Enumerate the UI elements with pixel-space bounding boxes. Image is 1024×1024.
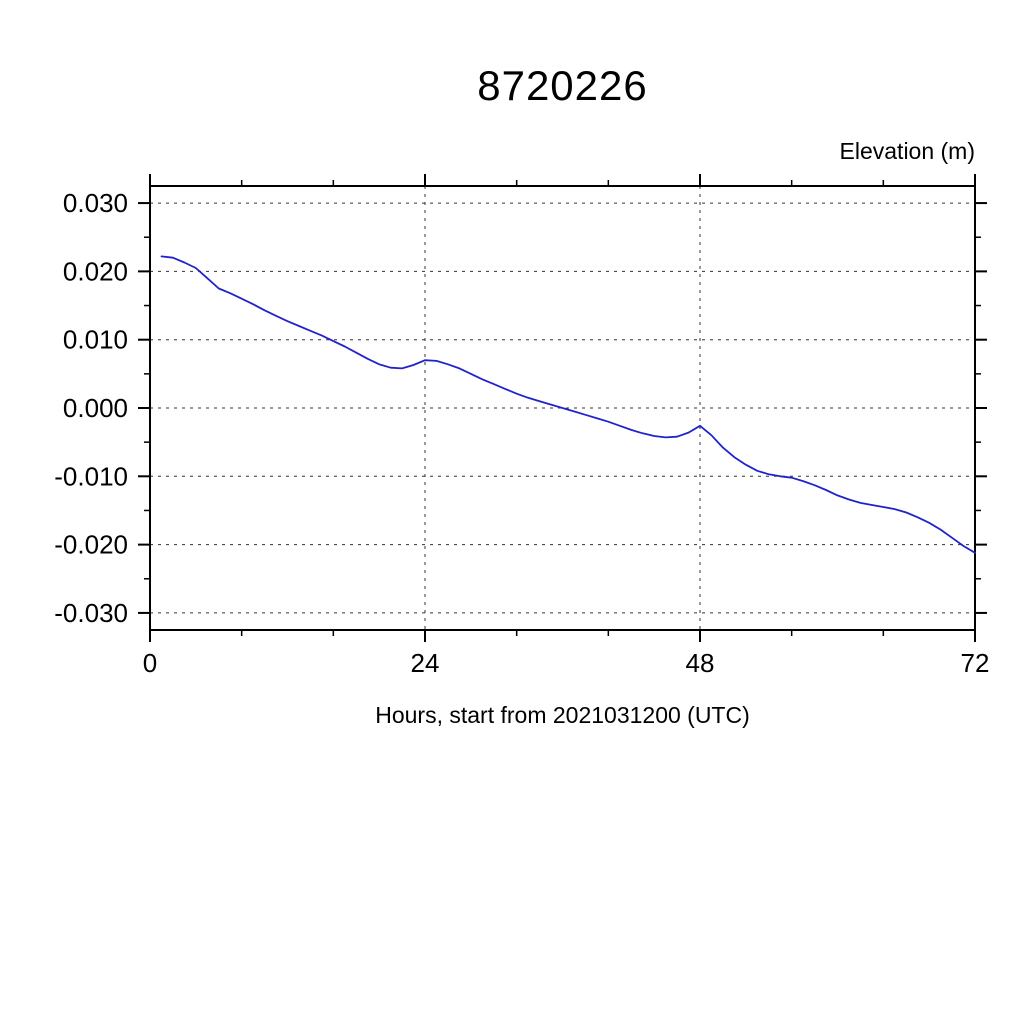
x-tick-label: 0 xyxy=(143,648,157,678)
x-tick-label: 72 xyxy=(961,648,990,678)
y-axis-title: Elevation (m) xyxy=(839,138,975,164)
y-tick-label: 0.030 xyxy=(63,188,128,218)
y-tick-label: -0.020 xyxy=(54,530,128,560)
y-tick-label: 0.000 xyxy=(63,393,128,423)
y-tick-label: -0.010 xyxy=(54,461,128,491)
x-tick-label: 48 xyxy=(686,648,715,678)
x-axis-title: Hours, start from 2021031200 (UTC) xyxy=(375,702,750,728)
chart-title: 8720226 xyxy=(477,62,648,109)
y-tick-label: 0.010 xyxy=(63,325,128,355)
elevation-line xyxy=(160,255,976,554)
x-tick-label: 24 xyxy=(411,648,440,678)
y-tick-label: 0.020 xyxy=(63,256,128,286)
y-tick-label: -0.030 xyxy=(54,598,128,628)
